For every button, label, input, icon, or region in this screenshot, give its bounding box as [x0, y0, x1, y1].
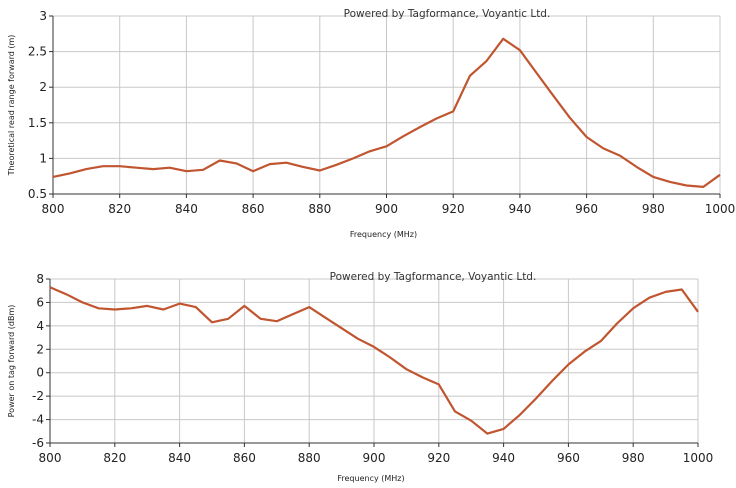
chart-2: 800 820 840 860 880 900 920 940 960 980 1000-6-4-2…: [7, 271, 713, 483]
series-line: [49, 286, 699, 435]
x-tick-label: 960: [575, 202, 598, 216]
x-tick-label: 920: [427, 451, 450, 465]
x-tick-label: 880: [308, 202, 331, 216]
x-tick-label: 900: [375, 202, 398, 216]
y-axis-label: Theoretical read range forward (m): [7, 35, 16, 177]
x-axis-label: Frequency (MHz): [350, 230, 417, 239]
y-tick-label: 4: [36, 319, 44, 333]
x-tick-label: 860: [233, 451, 256, 465]
y-tick-label: -2: [32, 389, 44, 403]
x-tick-label: 920: [442, 202, 465, 216]
y-tick-label: 0.5: [28, 187, 47, 201]
watermark-text: Powered by Tagformance, Voyantic Ltd.: [344, 8, 551, 20]
series-line: [52, 37, 721, 188]
x-tick-label: 940: [508, 202, 531, 216]
y-tick-label: 1: [39, 151, 47, 165]
x-tick-label: 820: [103, 451, 126, 465]
y-axis-label: Power on tag forward (dBm): [7, 305, 16, 418]
y-tick-label: 0: [36, 366, 44, 380]
x-tick-label: 940: [492, 451, 515, 465]
x-tick-label: 980: [642, 202, 665, 216]
x-tick-label: 800: [42, 202, 65, 216]
y-tick-label: 2: [36, 342, 44, 356]
x-tick-label: 900: [363, 451, 386, 465]
y-tick-label: 3: [39, 9, 47, 23]
chart-1: 800 820 840 860 880 900 920 940 960 980 1000 0.5 1 1.…: [7, 8, 735, 239]
x-tick-label: 860: [242, 202, 265, 216]
x-tick-label: 1000: [705, 202, 736, 216]
x-tick-label: 820: [108, 202, 131, 216]
x-tick-label: 980: [622, 451, 645, 465]
x-tick-label: 840: [175, 202, 198, 216]
y-tick-label: 2: [39, 80, 47, 94]
x-tick-label: 1000: [683, 451, 714, 465]
x-tick-label: 880: [298, 451, 321, 465]
x-tick-label: 960: [557, 451, 580, 465]
watermark-text: Powered by Tagformance, Voyantic Ltd.: [330, 271, 537, 283]
y-tick-label: 8: [36, 272, 44, 286]
y-tick-label: 6: [36, 295, 44, 309]
y-tick-label: -4: [32, 413, 44, 427]
y-tick-label: -6: [32, 436, 44, 450]
y-tick-label: 2.5: [28, 45, 47, 59]
x-axis-label: Frequency (MHz): [337, 474, 404, 483]
x-tick-label: 800: [39, 451, 62, 465]
y-tick-label: 1.5: [28, 116, 47, 130]
x-tick-label: 840: [168, 451, 191, 465]
